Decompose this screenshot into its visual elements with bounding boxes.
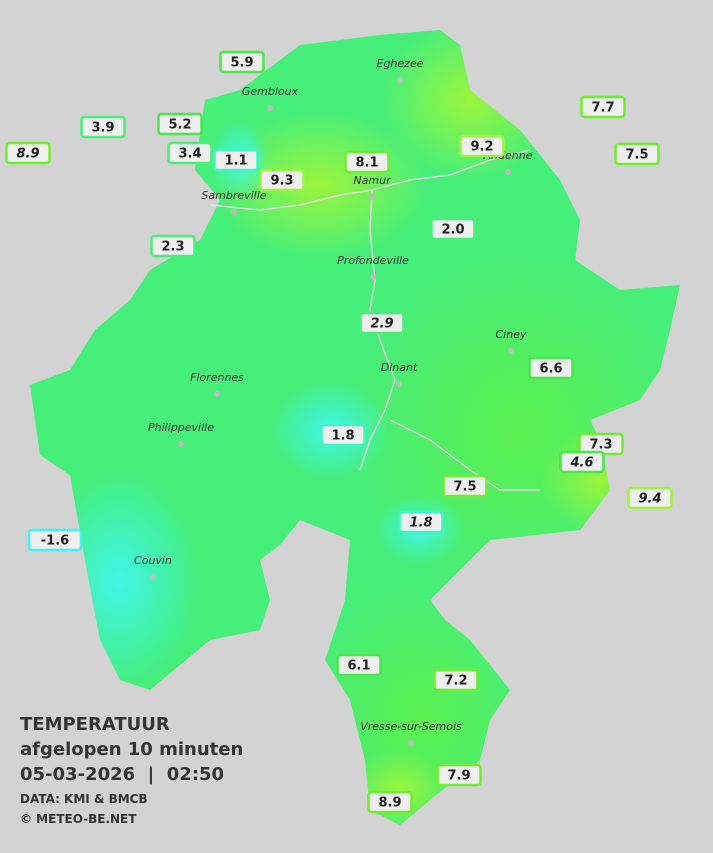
station-value: 2.3 — [161, 240, 184, 255]
station-value: 8.1 — [355, 156, 378, 171]
station-value: 5.9 — [230, 56, 253, 71]
station-value: 3.4 — [178, 147, 201, 162]
station-box — [259, 168, 305, 192]
station-box — [344, 150, 390, 174]
station-box — [614, 142, 660, 166]
rivers — [209, 149, 540, 491]
station-box — [433, 668, 479, 692]
city-dot — [178, 441, 184, 447]
station-box — [5, 141, 51, 165]
labels: EghezeeGemblouxAndenneNamurSambrevillePr… — [5, 50, 673, 814]
city-label: Gembloux — [242, 85, 299, 98]
city-label: Philippeville — [148, 421, 214, 434]
station-box — [157, 112, 203, 136]
station-value: 1.8 — [409, 516, 432, 531]
station-value: 7.7 — [591, 101, 614, 116]
city-label: Profondeville — [337, 254, 409, 267]
station-box — [359, 311, 405, 335]
station-box — [167, 141, 213, 165]
title: TEMPERATUUR — [20, 714, 170, 735]
station-value: 9.4 — [638, 492, 661, 507]
city-label: Sambreville — [201, 189, 266, 202]
station-value: -1.6 — [41, 534, 69, 549]
station-value: 7.3 — [589, 438, 612, 453]
station-box — [398, 510, 444, 534]
station-value: 9.2 — [470, 140, 493, 155]
credit: © METEO-BE.NET — [20, 812, 137, 826]
station-box — [27, 528, 83, 552]
station-value: 8.9 — [16, 147, 39, 162]
station-value: 1.8 — [331, 429, 354, 444]
station-box — [213, 148, 259, 172]
station-value: 2.0 — [441, 223, 464, 238]
city-dot — [231, 209, 237, 215]
station-box — [80, 115, 126, 139]
city-dot — [214, 391, 220, 397]
station-box — [559, 450, 605, 474]
city-dot — [369, 194, 375, 200]
city-label: Dinant — [381, 361, 418, 374]
station-value: 5.2 — [168, 118, 191, 133]
city-dot — [408, 740, 414, 746]
station-value: 9.3 — [270, 174, 293, 189]
station-box — [150, 234, 196, 258]
station-value: 8.9 — [378, 796, 401, 811]
station-value: 7.2 — [444, 674, 467, 689]
city-dot — [267, 105, 273, 111]
timestamp: 05-03-2026 | 02:50 — [20, 764, 224, 785]
station-box — [528, 356, 574, 380]
city-dot — [150, 574, 156, 580]
city-label: Couvin — [134, 554, 172, 567]
station-box — [442, 474, 488, 498]
station-value: 4.6 — [569, 456, 593, 471]
station-box — [367, 790, 413, 814]
station-box — [336, 653, 382, 677]
station-value: 3.9 — [91, 121, 114, 136]
city-label: Namur — [353, 174, 392, 187]
station-value: 2.9 — [370, 317, 393, 332]
station-value: 6.1 — [347, 659, 370, 674]
station-value: 1.1 — [224, 154, 247, 169]
city-dot — [508, 348, 514, 354]
city-label: Florennes — [190, 371, 244, 384]
station-value: 6.6 — [539, 362, 562, 377]
city-dot — [505, 169, 511, 175]
station-value: 7.5 — [453, 480, 476, 495]
station-box — [580, 95, 626, 119]
station-box — [436, 763, 482, 787]
subtitle: afgelopen 10 minuten — [20, 739, 243, 760]
station-value: 7.5 — [625, 148, 648, 163]
station-box — [430, 217, 476, 241]
source: DATA: KMI & BMCB — [20, 792, 148, 806]
city-label: Eghezee — [377, 57, 424, 70]
city-label: Ciney — [496, 328, 527, 341]
station-box — [320, 423, 366, 447]
station-box — [627, 486, 673, 510]
city-dot — [370, 274, 376, 280]
station-value: 7.9 — [447, 769, 470, 784]
city-label: Vresse-sur-Semois — [360, 720, 462, 733]
city-dot — [396, 381, 402, 387]
city-dot — [397, 77, 403, 83]
station-box — [459, 134, 505, 158]
station-box — [219, 50, 265, 74]
